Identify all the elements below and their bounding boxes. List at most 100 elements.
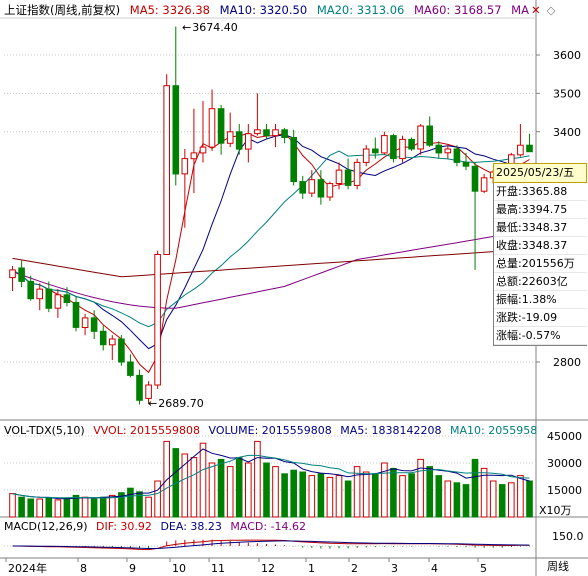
candle-up [81, 317, 89, 328]
diamond-icon[interactable]: ◇ [546, 3, 556, 17]
ma10-line [12, 134, 530, 350]
candlesticks [9, 26, 533, 405]
volume-bar [190, 457, 198, 518]
volume-bar [344, 480, 352, 518]
volume-bar [471, 458, 479, 518]
volume-ma5-line [12, 448, 530, 500]
volume-bar [489, 480, 497, 518]
moving-average-lines [12, 132, 530, 374]
candle-down [390, 135, 397, 160]
volume-bar [399, 475, 406, 518]
volume-bar [217, 458, 225, 518]
macd-value: MACD: -14.62 [230, 520, 307, 533]
volume-bar [9, 493, 16, 518]
candle-up [163, 85, 170, 255]
candle-up [353, 161, 361, 186]
ma5-line [12, 132, 530, 374]
candle-down [344, 169, 352, 186]
candle-down [453, 148, 461, 163]
price-tick-label: 3500 [553, 87, 581, 100]
candle-down [372, 148, 379, 154]
tooltip-open: 开盘:3365.88 [494, 183, 587, 201]
volume-bar [36, 498, 44, 518]
volume-bar [27, 498, 34, 518]
candle-down [281, 129, 288, 139]
volume-bar [508, 482, 515, 518]
volume-bar [163, 440, 170, 518]
candle-down [526, 144, 533, 153]
tooltip-rows: 开盘:3365.88 最高:3394.75 最低:3348.37 收盘:3348… [493, 183, 587, 346]
dif-value: DIF: 30.92 [96, 520, 152, 533]
data-tooltip: 2025/05/23/五 开盘:3365.88 最高:3394.75 最低:33… [493, 163, 587, 346]
tooltip-change: 涨跌:-19.09 [494, 309, 587, 327]
candle-up [417, 125, 424, 150]
tooltip-date: 2025/05/23/五 [493, 163, 587, 183]
volume-bar [208, 462, 216, 518]
tooltip-change-pct: 涨幅:-0.57% [494, 327, 587, 345]
candle-down [426, 125, 433, 146]
axis-labels: 2800 3400 3500 3600 15000 30000 45000 150.0 2024… [5, 49, 584, 575]
volume-bar [417, 458, 424, 518]
volume-bar [435, 475, 443, 518]
candle-up [444, 148, 452, 154]
candle-down [127, 361, 134, 376]
candle-up [109, 338, 116, 346]
candle-up [208, 108, 216, 148]
volume-bar [136, 491, 143, 518]
volume-bar [453, 482, 461, 518]
candle-down [299, 181, 306, 194]
macd-bars [12, 539, 530, 551]
volume-bar [245, 462, 252, 518]
x-tick-label: 9 [129, 562, 136, 575]
low-value: 2689.70 [158, 397, 204, 410]
volume-bar [317, 473, 325, 518]
price-tick-label: 3400 [553, 126, 581, 139]
ma-long-line [12, 248, 530, 278]
tooltip-low: 最低:3348.37 [494, 219, 587, 237]
volume-bar [353, 466, 361, 518]
price-tick-label: 2800 [553, 356, 581, 369]
vol-unit-button[interactable]: X10万 [539, 502, 577, 518]
period-button[interactable]: 周线 [547, 558, 574, 574]
x-tick-label: 4 [431, 562, 438, 575]
x-tick-label: 3 [391, 562, 398, 575]
ma60-line [12, 229, 530, 309]
volume-bar [326, 476, 334, 518]
candle-up [199, 146, 207, 154]
ma20-line [12, 150, 530, 328]
volume-header: VOL-TDX(5,10) VVOL: 2015559808 VOLUME: 2… [4, 424, 542, 437]
candle-down [235, 131, 243, 150]
volume-bar [18, 496, 25, 518]
volume-bar [372, 473, 379, 518]
candle-down [408, 138, 415, 150]
volume-value: VOLUME: 2015559808 [208, 424, 332, 437]
volume-bar [526, 480, 533, 518]
candle-up [54, 294, 62, 309]
dea-value: DEA: 38.23 [160, 520, 222, 533]
candle-down [18, 267, 25, 282]
ma-more-label[interactable]: MA [511, 3, 529, 17]
volume-bar [109, 494, 116, 518]
volume-bar [99, 496, 107, 518]
volume-bar [45, 497, 53, 518]
volume-bar [81, 496, 89, 518]
candle-down [172, 85, 180, 175]
volume-bar [408, 473, 415, 518]
candle-up [517, 144, 524, 156]
high-value: 3674.40 [192, 21, 238, 34]
candle-up [226, 131, 234, 144]
volume-tick-label: 30000 [547, 457, 582, 470]
volume-bars [9, 440, 533, 518]
candle-up [190, 152, 198, 160]
volume-bar [335, 475, 343, 518]
close-icon[interactable]: ✕ [530, 3, 541, 17]
vol-ma10-value: MA10: 2055958 [450, 424, 538, 437]
tooltip-close: 收盘:3348.37 [494, 237, 587, 255]
candle-up [145, 384, 152, 399]
volume-bar [444, 480, 452, 518]
volume-bar [145, 496, 152, 518]
x-tick-label: 11 [211, 562, 225, 575]
volume-bar [362, 471, 370, 518]
volume-bar [254, 440, 261, 518]
